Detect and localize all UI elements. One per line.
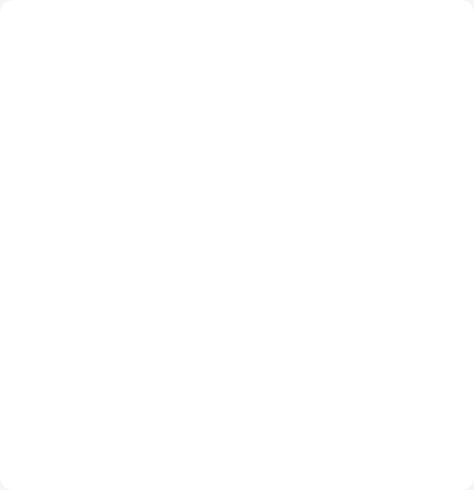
Text: = V x: = V x <box>58 368 98 382</box>
Text: l: l <box>150 229 155 243</box>
Text: V: V <box>236 180 247 196</box>
Text: l: l <box>283 229 287 243</box>
Text: Voltage Divider Circuit: Voltage Divider Circuit <box>135 429 339 443</box>
Text: 1.5V: 1.5V <box>260 270 270 293</box>
Text: l: l <box>349 229 354 243</box>
Text: By Daanand: By Daanand <box>221 228 329 311</box>
Text: R1+R2: R1+R2 <box>122 387 172 400</box>
Text: R1: R1 <box>136 347 158 362</box>
Text: R2: R2 <box>363 347 386 362</box>
Text: 3.9KΩ: 3.9KΩ <box>258 153 296 167</box>
Text: V2: V2 <box>246 366 273 384</box>
Text: +: + <box>104 222 117 237</box>
Text: I = 0.0015A: I = 0.0015A <box>27 149 37 218</box>
Text: R1: R1 <box>104 136 123 149</box>
Text: l: l <box>216 229 221 243</box>
Text: V1: V1 <box>19 366 46 384</box>
Text: +: + <box>171 222 183 237</box>
Text: +: + <box>237 222 249 237</box>
Text: 1.5V: 1.5V <box>326 270 337 293</box>
Text: V1=0.15V: V1=0.15V <box>108 44 181 57</box>
Text: +: + <box>303 222 316 237</box>
Text: R1+R2: R1+R2 <box>350 387 399 400</box>
Text: 1.5V: 1.5V <box>127 270 137 293</box>
Text: 100Ω: 100Ω <box>104 153 138 167</box>
Text: = V x: = V x <box>285 368 325 382</box>
Text: V2=5.85V: V2=5.85V <box>288 44 361 57</box>
Text: I = 0.0015A: I = 0.0015A <box>446 149 456 218</box>
Text: 1.5V: 1.5V <box>193 270 204 293</box>
Text: R2: R2 <box>244 136 263 149</box>
